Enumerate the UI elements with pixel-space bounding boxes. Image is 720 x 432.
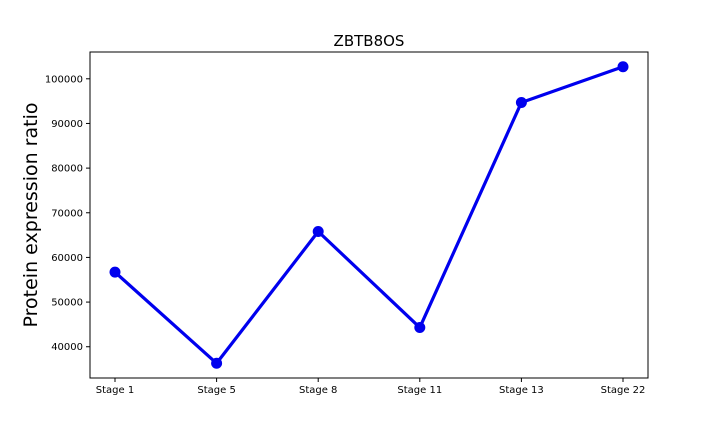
y-tick-label: 60000 <box>51 253 83 264</box>
series-layer <box>109 61 629 369</box>
chart-title: ZBTB8OS <box>334 32 405 50</box>
x-tick-label: Stage 5 <box>197 385 235 396</box>
series-line <box>113 65 624 365</box>
y-tick-label: 100000 <box>45 74 83 85</box>
y-tick-label: 40000 <box>51 342 83 353</box>
data-point <box>617 61 629 73</box>
plot-frame <box>89 51 649 379</box>
data-point <box>312 226 324 238</box>
data-point <box>211 357 223 369</box>
x-tick-label: Stage 8 <box>299 385 337 396</box>
y-axis: 40000 50000 60000 70000 80000 90000 100000 <box>45 74 90 353</box>
x-axis: Stage 1 Stage 5 Stage 8 Stage 11 Stage 13 Sta… <box>96 378 646 396</box>
data-point <box>109 266 121 278</box>
y-axis-label: Protein expression ratio <box>20 103 42 328</box>
y-tick-label: 80000 <box>51 164 83 175</box>
y-tick-label: 70000 <box>51 208 83 219</box>
y-tick-label: 90000 <box>51 119 83 130</box>
data-point <box>515 96 527 108</box>
x-tick-label: Stage 13 <box>499 385 544 396</box>
x-tick-label: Stage 1 <box>96 385 134 396</box>
x-tick-label: Stage 11 <box>397 385 442 396</box>
x-tick-label: Stage 22 <box>601 385 646 396</box>
y-tick-label: 50000 <box>51 298 83 309</box>
data-point <box>414 322 426 334</box>
